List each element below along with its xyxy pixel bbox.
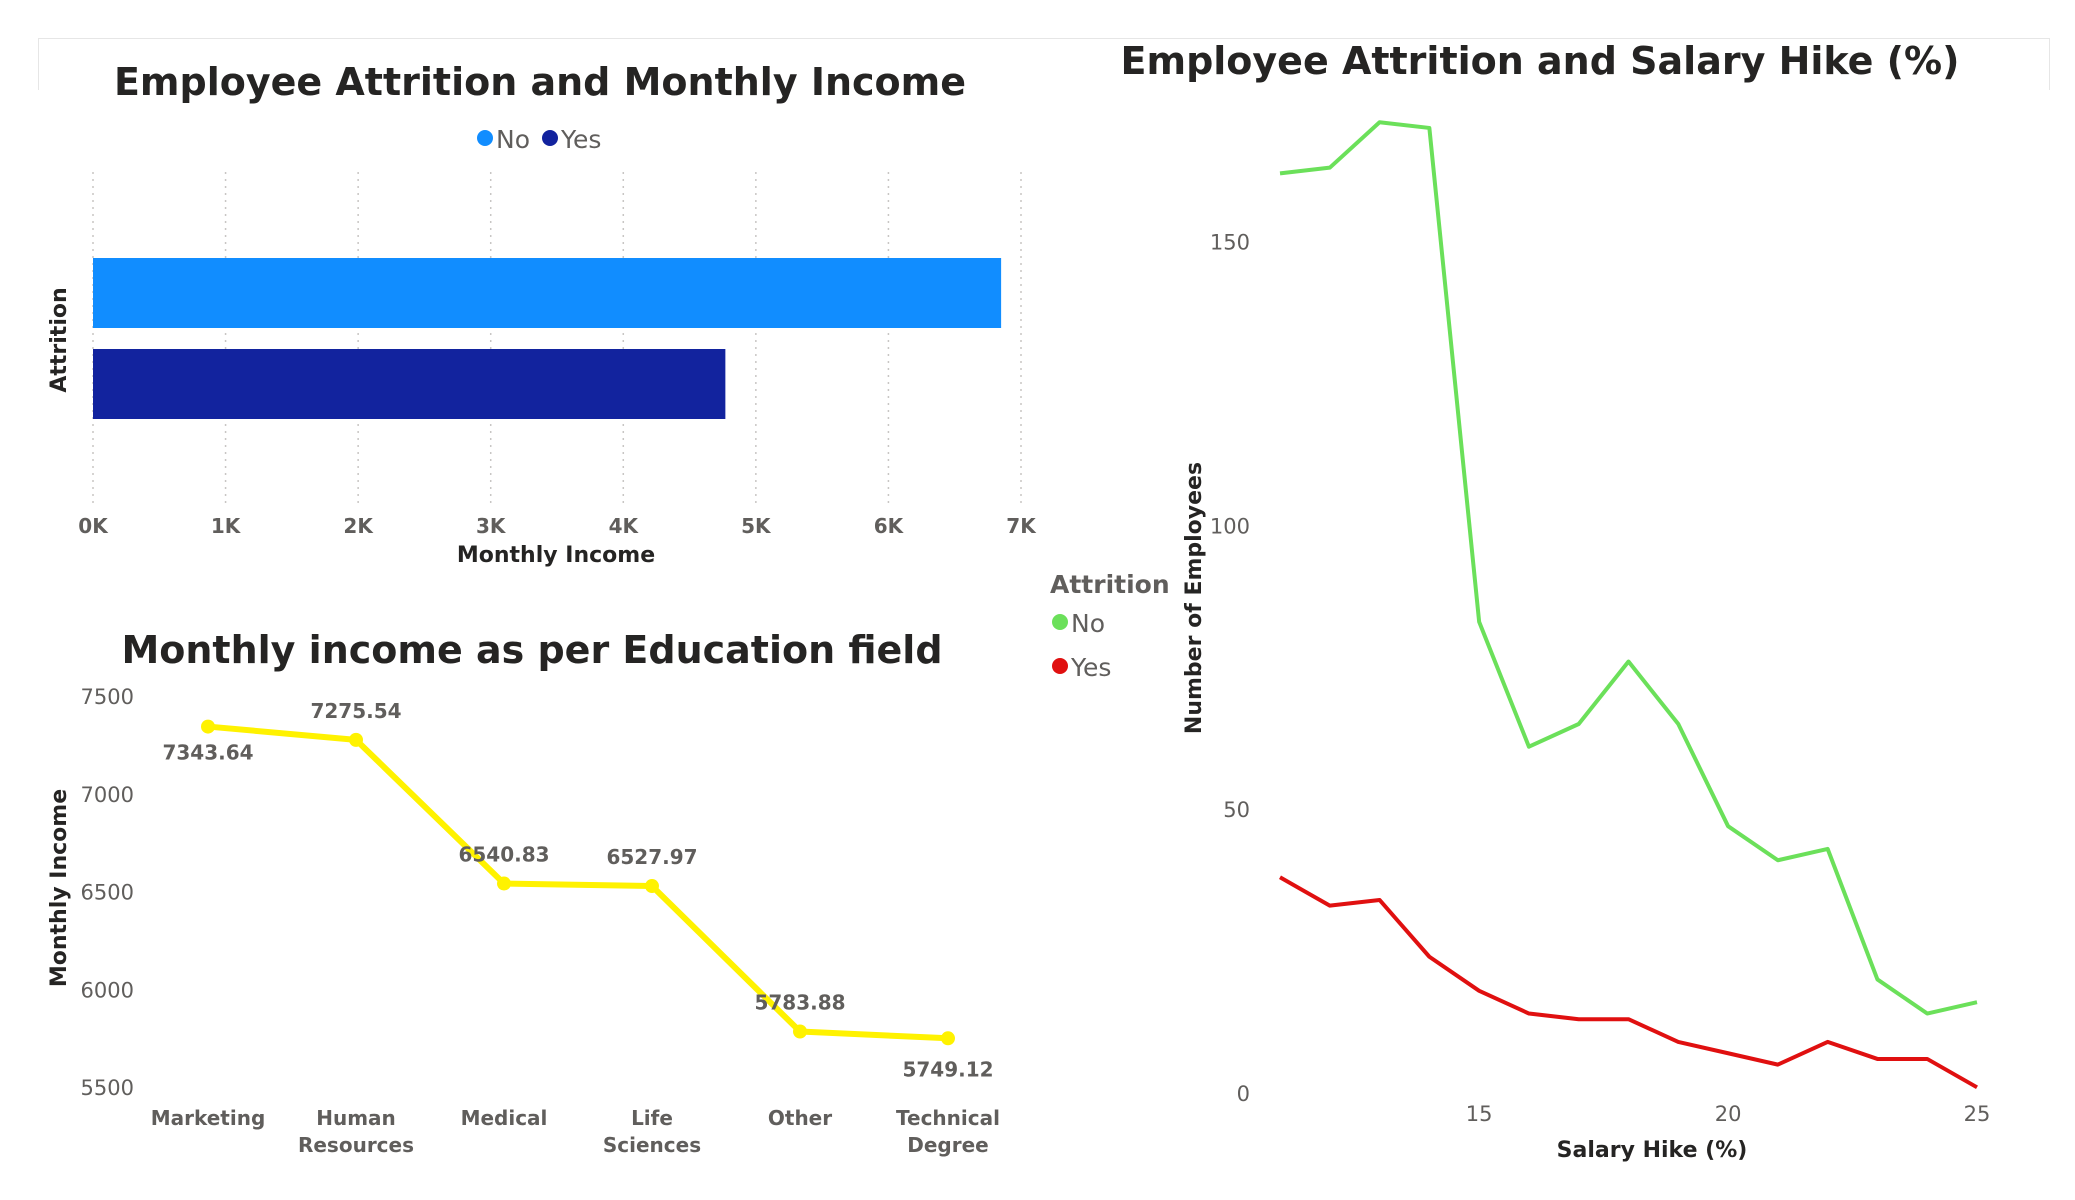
education-polyline — [207, 723, 949, 1042]
hike-x-tick-label: 15 — [1466, 1102, 1493, 1126]
education-data-label: 7343.64 — [162, 741, 253, 765]
education-y-axis-label: Monthly Income — [47, 789, 72, 987]
income-x-tick-label: 3K — [476, 514, 507, 538]
income-bar-chart: Employee Attrition and Monthly Income No… — [47, 60, 1037, 568]
income-x-tick-label: 7K — [1006, 514, 1037, 538]
education-y-tick-label: 7500 — [81, 685, 134, 709]
education-x-tick-label: Medical — [461, 1106, 548, 1130]
hike-y-ticks: 0 50 100 150 — [1210, 230, 1250, 1106]
hike-y-tick-label: 0 — [1237, 1082, 1250, 1106]
hike-legend-no-marker — [1052, 614, 1068, 630]
income-x-tick-label: 5K — [741, 514, 772, 538]
income-chart-title: Employee Attrition and Monthly Income — [114, 60, 966, 104]
education-x-tick-label: Sciences — [603, 1133, 701, 1157]
hike-x-tick-label: 20 — [1715, 1102, 1742, 1126]
salary-hike-line-chart: Employee Attrition and Salary Hike (%) A… — [1050, 39, 1990, 1163]
education-data-labels: 7343.64 7275.54 6540.83 6527.97 5783.88 5749.… — [162, 699, 993, 1081]
hike-y-axis-label: Number of Employees — [1182, 462, 1207, 734]
education-x-tick-label: Other — [768, 1106, 832, 1130]
education-data-label: 6540.83 — [458, 843, 549, 867]
education-line-chart: Monthly income as per Education field 55… — [47, 628, 1000, 1157]
education-point — [645, 879, 659, 894]
income-x-tick-label: 1K — [211, 514, 242, 538]
education-x-tick-label: Life — [631, 1106, 673, 1130]
income-y-axis-label: Attrition — [47, 287, 72, 392]
education-data-label: 5749.12 — [902, 1057, 993, 1081]
education-y-tick-label: 5500 — [81, 1076, 134, 1100]
hike-chart-title: Employee Attrition and Salary Hike (%) — [1121, 39, 1960, 83]
legend-no-marker — [477, 130, 493, 146]
income-x-tick-label: 4K — [609, 514, 640, 538]
education-data-label: 7275.54 — [310, 699, 401, 723]
hike-legend-no-label: No — [1071, 609, 1105, 638]
education-x-ticks: Marketing Human Resources Medical Life Scienc… — [151, 1106, 1000, 1157]
education-point — [349, 732, 363, 747]
education-series-line — [207, 723, 949, 1042]
legend-yes-label: Yes — [560, 125, 601, 154]
income-x-ticks: 0K 1K 2K 3K 4K 5K 6K 7K — [78, 514, 1037, 538]
hike-legend-title: Attrition — [1050, 570, 1170, 599]
income-x-tick-label: 6K — [874, 514, 905, 538]
right-frame-line — [2049, 38, 2050, 90]
income-legend[interactable]: No Yes — [477, 125, 601, 154]
hike-y-tick-label: 50 — [1223, 798, 1250, 822]
income-x-tick-label: 2K — [343, 514, 374, 538]
top-frame-line — [38, 38, 2050, 39]
education-point — [793, 1024, 807, 1039]
income-bar-yes — [93, 349, 726, 419]
income-bar-no — [93, 258, 1002, 328]
education-x-tick-label: Marketing — [151, 1106, 266, 1130]
hike-legend[interactable]: Attrition No Yes — [1050, 570, 1170, 682]
hike-y-tick-label: 150 — [1210, 230, 1250, 254]
left-frame-line — [38, 38, 39, 90]
income-x-tick-label: 0K — [78, 514, 109, 538]
education-x-tick-label: Technical — [896, 1106, 1000, 1130]
legend-yes-marker — [542, 130, 558, 146]
hike-y-tick-label: 100 — [1210, 514, 1250, 538]
hike-series-lines — [1279, 120, 1978, 1090]
education-x-tick-label: Resources — [298, 1133, 414, 1157]
income-bars — [93, 258, 1002, 419]
education-x-tick-label: Degree — [907, 1133, 988, 1157]
hike-line-yes — [1279, 875, 1978, 1090]
hike-legend-yes-label: Yes — [1070, 653, 1111, 682]
hike-legend-yes-marker — [1052, 658, 1068, 674]
education-data-label: 5783.88 — [754, 991, 845, 1015]
income-gridlines — [92, 172, 1022, 505]
education-data-label: 6527.97 — [606, 845, 697, 869]
education-chart-title: Monthly income as per Education field — [121, 628, 942, 672]
education-y-tick-label: 7000 — [81, 783, 134, 807]
hike-x-axis-label: Salary Hike (%) — [1557, 1138, 1748, 1163]
education-y-ticks: 5500 6000 6500 7000 7500 — [81, 685, 134, 1100]
education-point — [941, 1031, 955, 1046]
education-y-tick-label: 6000 — [81, 978, 134, 1002]
education-y-tick-label: 6500 — [81, 881, 134, 905]
hike-line-no — [1279, 120, 1978, 1016]
hike-x-ticks: 15 20 25 — [1466, 1102, 1991, 1126]
education-x-tick-label: Human — [316, 1106, 396, 1130]
legend-no-label: No — [496, 125, 530, 154]
education-points — [201, 719, 955, 1046]
education-point — [201, 719, 215, 734]
income-x-axis-label: Monthly Income — [457, 543, 655, 568]
education-point — [497, 876, 511, 891]
hike-x-tick-label: 25 — [1964, 1102, 1991, 1126]
